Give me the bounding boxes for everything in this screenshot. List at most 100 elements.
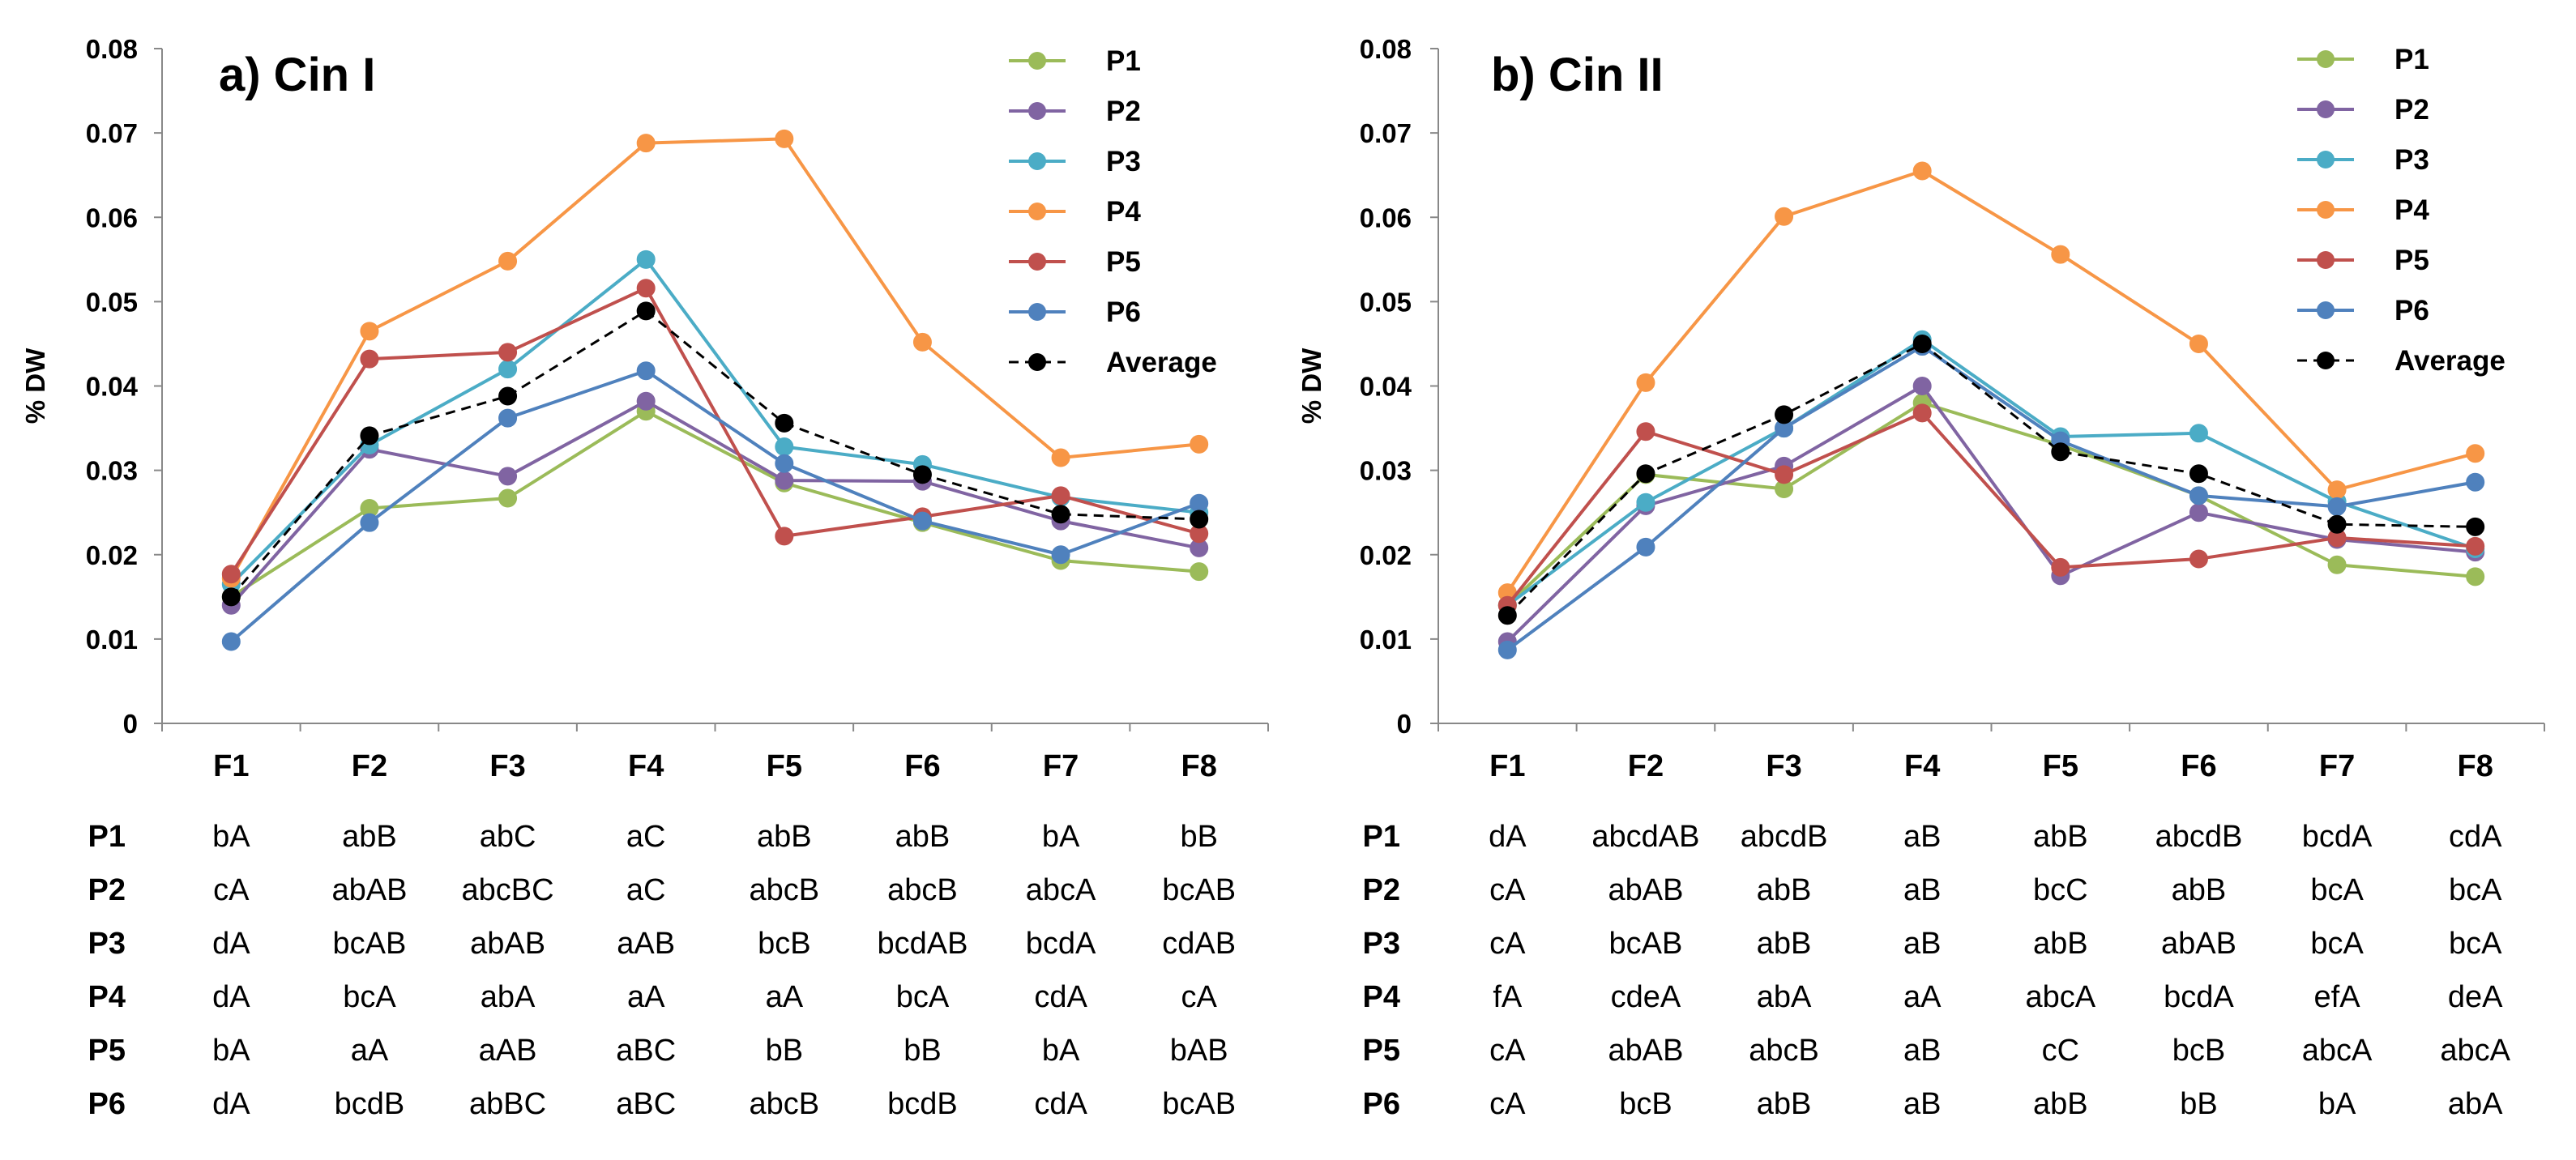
- table-cell: aA: [1903, 980, 1942, 1014]
- table-cell: aB: [1903, 873, 1941, 907]
- data-point-p4-f7: [2327, 480, 2347, 500]
- table-cell: bB: [766, 1034, 803, 1068]
- data-point-p5-f4: [1912, 403, 1932, 423]
- data-point-p6-f7: [1051, 545, 1070, 565]
- series-line-p5: [229, 286, 1200, 575]
- x-tick-label-f4: F4: [1904, 749, 1940, 783]
- series-p5: [221, 279, 1209, 584]
- x-tick-label-f2: F2: [1628, 749, 1664, 783]
- table-cell: bcAB: [1162, 1087, 1236, 1121]
- table-cell: bcB: [1619, 1087, 1672, 1121]
- data-point-p2-f3: [498, 467, 518, 486]
- legend-label-p6: P6: [2394, 295, 2429, 326]
- table-cell: bcB: [2172, 1034, 2225, 1068]
- legend-marker-p1: [1028, 52, 1046, 70]
- table-cell: cdeA: [1611, 980, 1681, 1014]
- data-point-average-f2: [360, 426, 379, 446]
- table-cell: bcdA: [2302, 820, 2373, 854]
- data-point-p4-f3: [1775, 207, 1794, 226]
- data-point-average-f3: [1775, 405, 1794, 424]
- legend-marker-p5: [2317, 251, 2335, 269]
- series-p4: [221, 129, 1209, 588]
- table-row-label: P4: [88, 980, 126, 1014]
- legend-marker-p2: [1028, 102, 1046, 120]
- table-cell: aB: [1903, 1087, 1941, 1121]
- data-point-p6-f3: [498, 408, 518, 428]
- data-point-p6-f8: [1190, 493, 1209, 513]
- series-line-p1: [1506, 401, 2476, 607]
- table-cell: abcB: [750, 873, 820, 907]
- y-tick-label: 0.02: [1360, 540, 1412, 570]
- x-tick-label-f7: F7: [1043, 749, 1079, 783]
- x-tick-label-f5: F5: [2043, 749, 2078, 783]
- table-cell: bcC: [2033, 873, 2088, 907]
- table-cell: cA: [1489, 1087, 1526, 1121]
- table-cell: bcA: [2310, 873, 2364, 907]
- table-cell: abcB: [750, 1087, 820, 1121]
- y-tick-label: 0.06: [86, 203, 138, 232]
- data-point-p4-f7: [1051, 448, 1070, 467]
- data-point-p5-f6: [2189, 549, 2208, 569]
- table-cell: aC: [626, 820, 666, 854]
- table-cell: abB: [895, 820, 951, 854]
- data-point-p5-f4: [636, 279, 656, 298]
- table-cell: aB: [1903, 820, 1941, 854]
- y-axis-title: % DW: [1297, 348, 1326, 424]
- series-p3: [221, 249, 1209, 594]
- legend-marker-p6: [1028, 303, 1046, 321]
- legend-label-average: Average: [2394, 345, 2506, 377]
- legend-marker-p3: [2317, 151, 2335, 168]
- table-cell: abB: [1757, 873, 1812, 907]
- table-row-label: P5: [1363, 1034, 1400, 1068]
- data-point-p5-f5: [775, 527, 794, 546]
- table-cell: bcdA: [1026, 927, 1096, 961]
- table-cell: bcA: [2449, 927, 2502, 961]
- data-point-p6-f1: [221, 632, 241, 651]
- letters-table: P1 bA abB abC aC abB abB bA bB P2 cA abAB abcBC aC abc…: [88, 820, 1237, 1121]
- data-point-p5-f3: [498, 343, 518, 362]
- table-row-label: P2: [1363, 873, 1400, 907]
- series-line-p6: [230, 369, 1200, 643]
- data-point-average-f4: [636, 301, 656, 321]
- series-p6: [1497, 337, 2485, 659]
- data-point-p5-f2: [1636, 422, 1655, 441]
- legend-label-p5: P5: [2394, 245, 2429, 276]
- table-cell: abBC: [469, 1087, 546, 1121]
- table-cell: bcdB: [887, 1087, 958, 1121]
- data-point-p6-f2: [1636, 537, 1655, 557]
- data-point-p3-f5: [775, 437, 794, 456]
- table-cell: abcA: [2440, 1034, 2510, 1068]
- table-cell: abB: [1757, 1087, 1812, 1121]
- legend-marker-average: [1028, 353, 1046, 371]
- chart-panel-a: 0 0.01 0.02 0.03 0.04 0.05 0.06 0.07 0.08 % DW F1 F…: [20, 34, 1269, 1121]
- table-cell: cA: [213, 873, 250, 907]
- data-point-p1-f7: [2327, 555, 2347, 574]
- table-cell: aAB: [479, 1034, 537, 1068]
- table-cell: abB: [2033, 1087, 2088, 1121]
- data-point-p1-f8: [2466, 567, 2485, 586]
- data-point-average-f3: [498, 386, 518, 406]
- table-cell: aAB: [617, 927, 675, 961]
- series-line-p3: [1506, 338, 2476, 607]
- legend-label-p6: P6: [1106, 296, 1141, 328]
- series-average: [221, 301, 1209, 607]
- data-point-p6-f7: [2327, 497, 2347, 516]
- data-point-p2-f5: [775, 471, 794, 490]
- table-cell: bcdA: [2164, 980, 2234, 1014]
- y-tick-label: 0.04: [1360, 372, 1412, 402]
- table-cell: abB: [2033, 927, 2088, 961]
- data-point-p5-f2: [360, 349, 379, 369]
- table-cell: cdAB: [1162, 927, 1236, 961]
- legend-marker-p5: [1028, 253, 1046, 271]
- table-cell: bB: [2180, 1087, 2217, 1121]
- legend: P1 P2 P3 P4 P5 P6 Average: [2297, 44, 2506, 377]
- table-row-label: P3: [1363, 927, 1400, 961]
- table-cell: bcB: [758, 927, 810, 961]
- table-cell: cC: [2042, 1034, 2079, 1068]
- legend: P1 P2 P3 P4 P5 P6 Average: [1009, 45, 1217, 378]
- y-tick-label: 0.04: [86, 372, 139, 402]
- data-point-p4-f6: [912, 332, 932, 352]
- data-point-p3-f4: [636, 249, 656, 269]
- data-point-p5-f3: [1775, 465, 1794, 484]
- table-cell: cA: [1489, 873, 1526, 907]
